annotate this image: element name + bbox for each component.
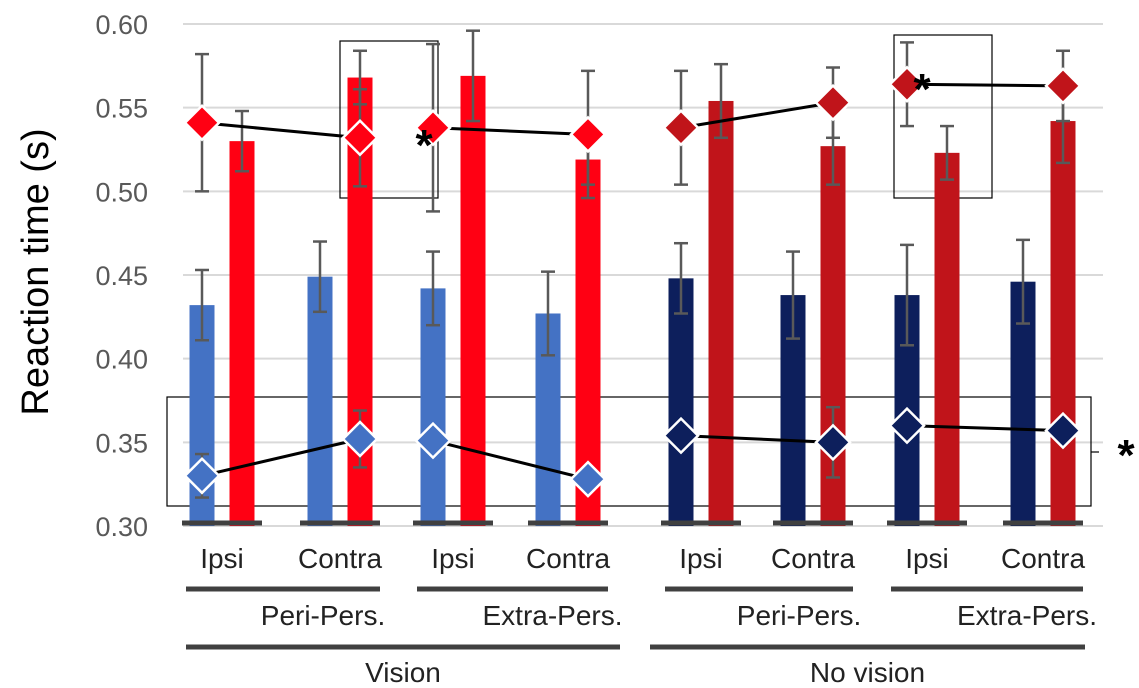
connector-line	[680, 101, 834, 130]
diamond-marker	[814, 83, 852, 122]
group-label: Peri-Pers.	[737, 600, 861, 631]
connector-line	[680, 434, 834, 444]
bar	[307, 276, 333, 526]
significance-asterisk: *	[415, 121, 433, 170]
y-tick-label: 0.50	[95, 177, 148, 207]
y-tick-label: 0.40	[95, 345, 148, 375]
category-label: Contra	[298, 543, 382, 574]
group-label: Peri-Pers.	[261, 600, 385, 631]
category-label: Contra	[771, 543, 855, 574]
highlight-boxes	[166, 34, 1099, 507]
diamond-marker	[662, 416, 700, 455]
diamond-marker	[1044, 411, 1082, 450]
connector-line	[906, 82, 1064, 88]
diamond-marker	[341, 420, 379, 458]
y-tick-label: 0.45	[95, 261, 148, 291]
bar	[420, 288, 446, 526]
diamond-marker	[341, 119, 379, 157]
diamond-markers	[183, 65, 1082, 498]
connector-line	[201, 121, 361, 140]
diamond-marker	[569, 115, 607, 154]
significance-asterisk: *	[913, 65, 931, 114]
y-tick-labels: 0.30 0.35 0.40 0.45 0.50 0.55 0.60	[95, 10, 148, 542]
bar	[668, 278, 694, 526]
connector-line	[432, 126, 589, 136]
group-label: Extra-Pers.	[482, 600, 622, 631]
x-axis-groups: Ipsi Contra Ipsi Contra Ipsi Contra Ipsi Contra…	[182, 520, 1097, 688]
category-label: Ipsi	[679, 543, 723, 574]
top-group-label: Vision	[365, 657, 441, 688]
bar	[708, 100, 734, 527]
y-tick-label: 0.55	[95, 94, 148, 124]
annotations: * * *	[415, 65, 1135, 480]
diamond-marker	[183, 457, 221, 495]
category-label: Ipsi	[905, 543, 949, 574]
diamond-marker	[414, 421, 452, 460]
category-label: Contra	[1001, 543, 1085, 574]
bar	[229, 141, 255, 526]
group-label: Extra-Pers.	[957, 600, 1097, 631]
diamond-marker	[888, 406, 926, 445]
connector-line	[432, 439, 589, 481]
y-tick-label: 0.35	[95, 428, 148, 458]
diamond-marker	[414, 108, 452, 147]
category-label: Contra	[526, 543, 610, 574]
y-tick-label: 0.60	[95, 10, 148, 40]
top-group-label: No vision	[810, 657, 925, 688]
bar	[1050, 121, 1076, 526]
category-label: Ipsi	[431, 543, 475, 574]
diamond-marker	[1044, 67, 1082, 105]
connector-line	[906, 424, 1064, 433]
bar	[460, 75, 486, 526]
bars	[189, 29, 1076, 527]
category-label: Ipsi	[200, 543, 244, 574]
diamond-marker	[662, 108, 700, 147]
connector-line	[201, 437, 361, 478]
significance-asterisk: *	[1117, 431, 1135, 480]
bar	[934, 152, 960, 526]
diamond-marker	[888, 65, 926, 104]
y-axis-title: Reaction time (s)	[15, 128, 57, 415]
diamond-marker	[814, 423, 852, 462]
diamond-marker	[569, 460, 607, 498]
grid-lines	[183, 23, 1103, 527]
y-tick-label: 0.30	[95, 512, 148, 542]
diamond-marker	[183, 103, 221, 142]
